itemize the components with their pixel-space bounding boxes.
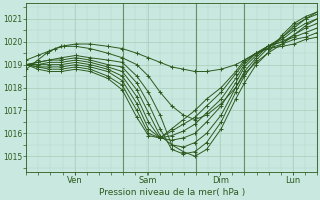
X-axis label: Pression niveau de la mer( hPa ): Pression niveau de la mer( hPa ) [99, 188, 245, 197]
